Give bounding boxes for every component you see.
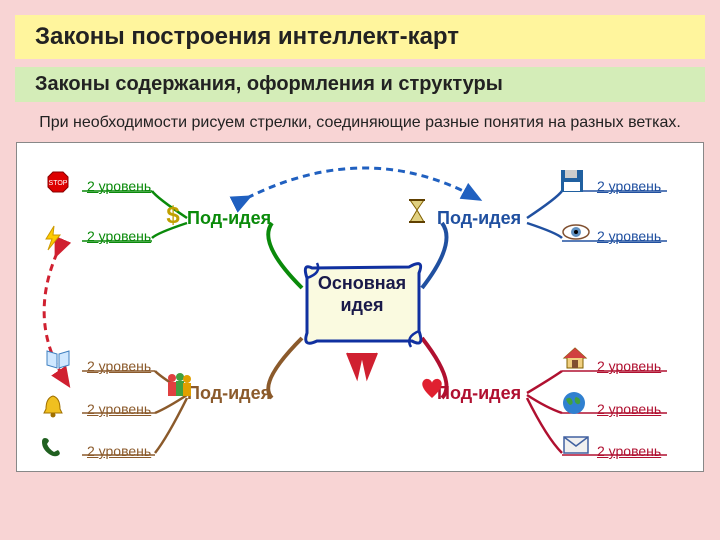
lightning-icon bbox=[42, 225, 64, 251]
subidea-tl: Под-идея bbox=[187, 208, 271, 229]
hourglass-icon bbox=[407, 198, 427, 224]
svg-text:STOP: STOP bbox=[49, 180, 68, 187]
level2-label: 2 уровень bbox=[87, 228, 151, 244]
heart-icon bbox=[419, 376, 445, 400]
subidea-br: Под-идея bbox=[437, 383, 521, 404]
slide-background: Законы построения интеллект-карт Законы … bbox=[0, 0, 720, 540]
level2-label: 2 уровень bbox=[597, 401, 661, 417]
center-idea-text: Основная идея bbox=[307, 273, 417, 316]
level2-label: 2 уровень bbox=[87, 401, 151, 417]
eye-icon bbox=[562, 223, 590, 241]
stop-icon: STOP bbox=[47, 171, 69, 193]
bell-icon bbox=[42, 393, 64, 419]
level2-label: 2 уровень bbox=[597, 358, 661, 374]
people-icon bbox=[165, 371, 193, 399]
globe-icon bbox=[562, 391, 586, 415]
level2-label: 2 уровень bbox=[87, 178, 151, 194]
level2-label: 2 уровень bbox=[87, 443, 151, 459]
center-line1: Основная bbox=[318, 273, 406, 293]
house-icon bbox=[562, 346, 588, 370]
main-title: Законы построения интеллект-карт bbox=[35, 23, 685, 51]
center-line2: идея bbox=[340, 295, 383, 315]
book-icon bbox=[45, 348, 71, 370]
subtitle: Законы содержания, оформления и структур… bbox=[35, 73, 685, 96]
floppy-icon bbox=[559, 168, 585, 194]
title-bar: Законы построения интеллект-карт bbox=[15, 15, 705, 59]
subidea-tr: Под-идея bbox=[437, 208, 521, 229]
mail-icon bbox=[562, 435, 590, 455]
level2-label: 2 уровень bbox=[597, 443, 661, 459]
dollar-icon: $ bbox=[162, 201, 184, 229]
mindmap-diagram: Основная идея Под-идея Под-идея Под-идея… bbox=[16, 142, 704, 472]
subidea-bl: Под-идея bbox=[187, 383, 271, 404]
level2-label: 2 уровень bbox=[87, 358, 151, 374]
subtitle-bar: Законы содержания, оформления и структур… bbox=[15, 67, 705, 102]
phone-icon bbox=[39, 435, 63, 459]
level2-label: 2 уровень bbox=[597, 178, 661, 194]
svg-text:$: $ bbox=[166, 202, 180, 229]
level2-label: 2 уровень bbox=[597, 228, 661, 244]
description-text: При необходимости рисуем стрелки, соедин… bbox=[15, 114, 705, 132]
